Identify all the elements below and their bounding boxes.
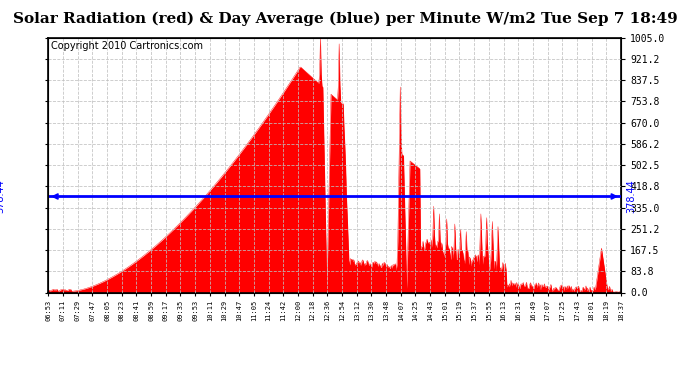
Text: Copyright 2010 Cartronics.com: Copyright 2010 Cartronics.com — [51, 41, 203, 51]
Text: 378.44: 378.44 — [627, 180, 637, 213]
Text: 378.44: 378.44 — [0, 180, 6, 213]
Text: Solar Radiation (red) & Day Average (blue) per Minute W/m2 Tue Sep 7 18:49: Solar Radiation (red) & Day Average (blu… — [12, 11, 678, 26]
